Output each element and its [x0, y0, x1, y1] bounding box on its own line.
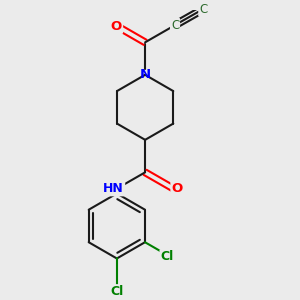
Text: N: N [140, 68, 151, 81]
Text: Cl: Cl [110, 285, 124, 298]
Text: Cl: Cl [160, 250, 174, 263]
Text: O: O [111, 20, 122, 33]
Text: O: O [172, 182, 183, 195]
Text: HN: HN [103, 182, 124, 195]
Text: C: C [199, 3, 207, 16]
Text: C: C [171, 19, 179, 32]
